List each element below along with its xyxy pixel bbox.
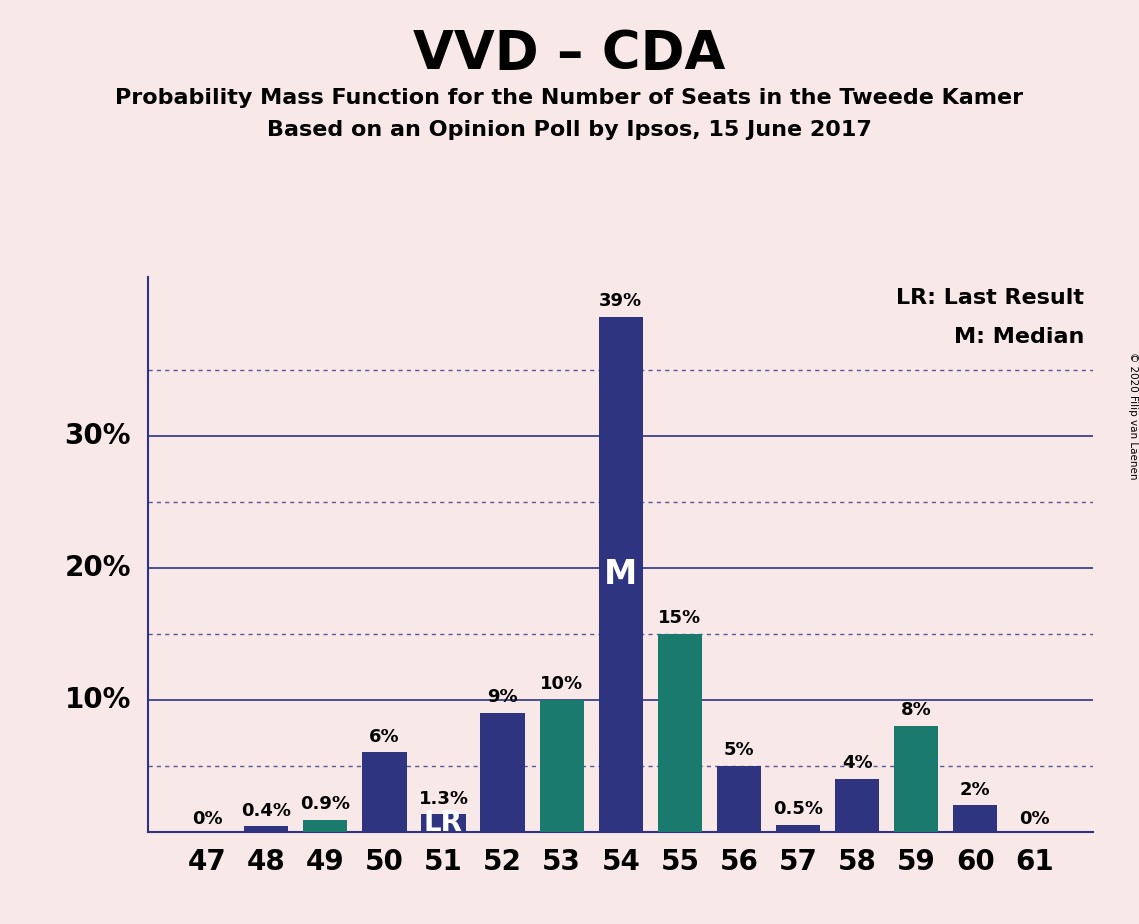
Bar (776, 825, 820, 832)
Text: M: Median: M: Median (953, 327, 1084, 347)
Bar (303, 820, 347, 832)
Text: M: M (604, 558, 638, 590)
Text: 0%: 0% (1019, 809, 1050, 828)
Text: 20%: 20% (65, 553, 131, 581)
Text: © 2020 Filip van Laenen: © 2020 Filip van Laenen (1129, 352, 1138, 480)
Bar (481, 712, 525, 832)
Text: 0.5%: 0.5% (773, 800, 823, 819)
Text: 5%: 5% (723, 741, 754, 759)
Bar (362, 752, 407, 832)
Bar (835, 779, 879, 832)
Text: 0%: 0% (191, 809, 222, 828)
Text: 10%: 10% (65, 686, 131, 713)
Text: 1.3%: 1.3% (418, 790, 468, 808)
Bar (894, 726, 939, 832)
Text: 10%: 10% (540, 675, 583, 693)
Text: VVD – CDA: VVD – CDA (413, 28, 726, 79)
Text: Probability Mass Function for the Number of Seats in the Tweede Kamer: Probability Mass Function for the Number… (115, 88, 1024, 108)
Text: 9%: 9% (487, 688, 518, 706)
Text: 30%: 30% (65, 421, 131, 450)
Text: Based on an Opinion Poll by Ipsos, 15 June 2017: Based on an Opinion Poll by Ipsos, 15 Ju… (267, 120, 872, 140)
Text: LR: Last Result: LR: Last Result (896, 288, 1084, 309)
Bar (716, 766, 761, 832)
Text: 15%: 15% (658, 609, 702, 627)
Text: 0.9%: 0.9% (301, 796, 351, 813)
Bar (599, 317, 642, 832)
Text: 2%: 2% (960, 781, 991, 798)
Bar (540, 699, 584, 832)
Bar (657, 634, 702, 832)
Text: 39%: 39% (599, 292, 642, 310)
Bar (953, 805, 998, 832)
Bar (421, 814, 466, 832)
Text: LR: LR (424, 809, 462, 837)
Bar (244, 826, 288, 832)
Text: 6%: 6% (369, 728, 400, 746)
Text: 8%: 8% (901, 701, 932, 720)
Text: 0.4%: 0.4% (241, 802, 292, 820)
Text: 4%: 4% (842, 754, 872, 772)
